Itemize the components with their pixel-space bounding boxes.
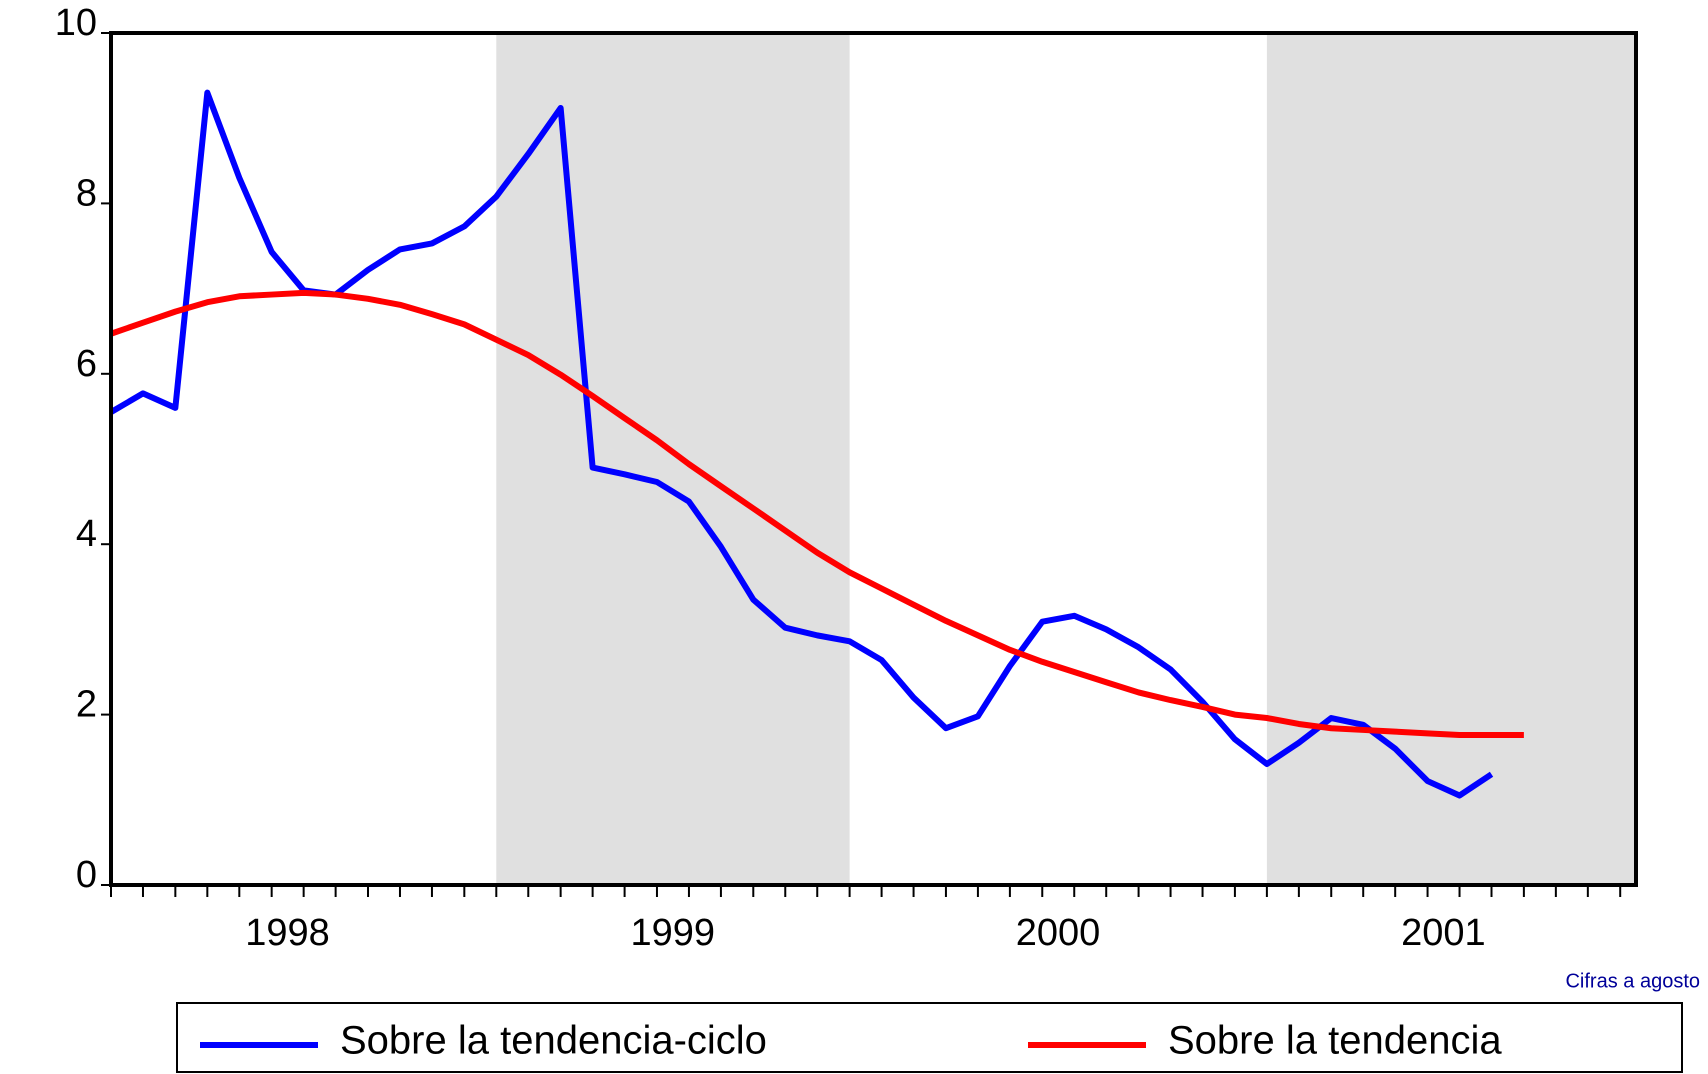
x-tick-label: 2000 [1016,912,1101,954]
shaded-range [1266,33,1636,885]
series-line [109,89,1494,799]
y-tick-label: 2 [76,684,97,726]
y-tick-label: 10 [55,2,97,44]
plot-frame [109,31,1638,887]
y-tick-label: 4 [76,513,97,555]
legend-label: Sobre la tendencia [1168,1019,1502,1063]
note: Cifras a agosto [1565,970,1700,992]
series-line [110,289,1524,739]
x-tick-label: 1999 [630,912,715,954]
shaded-range [496,33,850,885]
x-tick-label: 2001 [1401,912,1486,954]
legend-label: Sobre la tendencia-ciclo [340,1019,767,1063]
legend [176,1002,1683,1073]
x-tick-label: 1998 [245,912,330,954]
y-tick-label: 0 [76,854,97,896]
y-tick-label: 6 [76,343,97,385]
y-tick-label: 8 [76,172,97,214]
